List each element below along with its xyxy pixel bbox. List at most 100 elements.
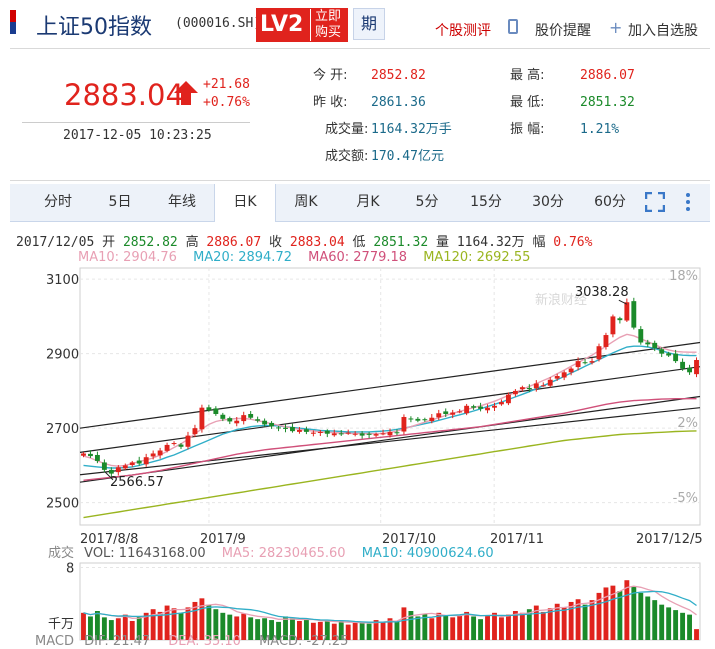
volume-bar [150,609,156,640]
volume-ma10-line [83,590,697,623]
fullscreen-icon[interactable] [645,192,665,212]
volume-bar [192,601,198,640]
candle-body [652,342,658,349]
volume-bar [143,612,149,640]
volume-bar [122,614,128,640]
volume-bar [283,616,288,640]
candle-body [108,469,114,474]
candle-body [547,379,553,386]
lv2-purchase-button[interactable]: LV2 立即 购买 [256,8,348,42]
candle-body [338,433,344,435]
volume-bar [157,611,163,640]
candle-body [150,453,156,457]
current-price: 2883.04 [64,78,184,112]
volume-bar [429,618,435,640]
tab-daily-k[interactable]: 日K [214,184,276,222]
candle-body [631,301,637,328]
tab-monthly-k[interactable]: 月K [356,194,380,210]
moving-average-lines [83,333,697,519]
tab-60min[interactable]: 60分 [594,194,626,210]
ohlc-info-line: 2017/12/05 开 2852.82 高 2886.07 收 2883.04… [16,235,593,250]
volume-ma-lines [83,585,697,624]
trend-line [79,366,701,453]
volume-bar [575,599,581,640]
change-value: +21.68 [203,77,250,92]
candle-body [617,318,623,321]
divider [22,122,250,123]
candle-body [290,427,295,432]
volume-bar [554,603,560,640]
lv2-buy-label: 立即 购买 [310,9,345,41]
candle-body [164,444,170,451]
tab-weekly-k[interactable]: 周K [294,194,318,210]
volume-bar [234,616,240,640]
kline-chart[interactable]: 3100 2900 2700 2500 18% 2% -5% 新浪财经 3038.28 25… [0,266,715,645]
volume-bar [652,600,658,640]
price-alert-link[interactable]: 股价提醒 [535,23,591,39]
volume-bar [422,613,428,640]
candle-body [610,316,616,335]
price-tick-label: 2500 [46,497,79,512]
volume-bar [631,586,637,640]
volume-bar [303,619,309,640]
volume-bar [220,612,226,640]
divider [10,48,710,49]
ma20-line [83,345,697,469]
candle-body [561,372,567,378]
volume-bar [471,616,477,640]
candle-body [94,454,100,461]
tab-intraday[interactable]: 分时 [44,194,72,210]
tab-5day[interactable]: 5日 [108,194,132,210]
volume-bar [436,612,442,640]
volume-axis-labels: 8 千万 [48,562,74,632]
candle-body [101,462,107,470]
percent-tick-label: -5% [673,491,698,506]
phone-icon [508,19,518,34]
candle-body [568,368,574,373]
add-watchlist-link[interactable]: 加入自选股 [628,23,698,39]
candle-body [178,444,184,447]
candle-body [129,462,135,466]
volume-bar [213,609,219,640]
volume-bar [241,613,247,640]
volume-bar [659,604,665,640]
candle-body [199,407,205,430]
candle-body [387,431,393,436]
volume-bar [248,617,254,640]
volume-bar [115,618,121,640]
candle-body [589,361,595,363]
volume-bar [171,608,177,640]
candle-body [269,422,275,427]
candle-body [143,457,149,465]
sina-logo-mark-icon [10,10,16,34]
candle-body [485,407,490,411]
high-stat: 最 高: 2886.07 [510,68,635,83]
candle-body [519,387,525,390]
tab-30min[interactable]: 30分 [532,194,564,210]
candle-body [645,342,651,345]
percent-axis-labels: 18% 2% -5% [669,269,698,506]
tab-15min[interactable]: 15分 [470,194,502,210]
candle-body [276,427,281,429]
candle-body [408,418,414,420]
volume-bar [206,604,212,640]
volume-bar [317,621,323,640]
volume-bar [81,612,86,640]
candle-body [255,419,261,421]
futures-button[interactable]: 期 [353,8,385,40]
volume-bar [603,587,609,640]
more-options-icon[interactable] [685,192,691,212]
volume-bar [129,620,135,640]
tab-year[interactable]: 年线 [168,194,196,210]
ma20-legend: MA20: 2894.72 [193,250,292,265]
stock-evaluation-link[interactable]: 个股测评 [435,23,491,39]
candle-body [694,359,699,375]
trend-channel-lines [79,341,701,483]
high-annotation: 3038.28 [575,285,629,300]
price-annotations: 3038.28 2566.57 [104,285,629,490]
candle-body [310,432,316,434]
candle-body [88,453,93,457]
tab-5min[interactable]: 5分 [415,194,439,210]
candle-body [471,406,477,408]
volume-bar [666,607,672,640]
